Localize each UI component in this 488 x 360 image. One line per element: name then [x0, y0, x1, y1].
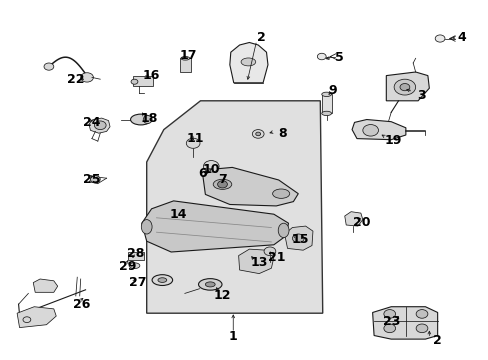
Circle shape	[44, 63, 54, 70]
Text: 23: 23	[382, 315, 399, 328]
Text: 25: 25	[83, 173, 101, 186]
Text: 24: 24	[83, 116, 101, 129]
Polygon shape	[372, 307, 437, 339]
Polygon shape	[142, 201, 288, 252]
Circle shape	[292, 234, 304, 243]
Ellipse shape	[272, 189, 289, 198]
Text: 3: 3	[416, 89, 425, 102]
Circle shape	[252, 130, 264, 138]
Ellipse shape	[205, 282, 215, 287]
Circle shape	[81, 73, 93, 82]
Text: 1: 1	[228, 330, 237, 343]
Circle shape	[264, 247, 275, 256]
Circle shape	[434, 35, 444, 42]
Text: 6: 6	[198, 167, 207, 180]
Text: 28: 28	[127, 247, 144, 260]
Circle shape	[415, 324, 427, 333]
Text: 18: 18	[140, 112, 158, 125]
Circle shape	[362, 125, 378, 136]
Ellipse shape	[321, 111, 331, 116]
Text: 9: 9	[327, 84, 336, 96]
Circle shape	[383, 310, 395, 318]
Polygon shape	[203, 167, 298, 206]
Text: 7: 7	[218, 173, 226, 186]
Bar	[180, 58, 190, 72]
Polygon shape	[229, 42, 267, 83]
Polygon shape	[351, 120, 405, 140]
Polygon shape	[33, 279, 58, 292]
Bar	[128, 252, 143, 260]
Text: 20: 20	[352, 216, 370, 229]
Circle shape	[317, 53, 325, 60]
Text: 10: 10	[202, 163, 220, 176]
Text: 5: 5	[335, 51, 344, 64]
Bar	[321, 94, 331, 113]
Polygon shape	[344, 212, 362, 226]
Polygon shape	[17, 307, 56, 328]
Text: 26: 26	[73, 298, 91, 311]
Polygon shape	[284, 226, 312, 250]
Text: 19: 19	[384, 134, 402, 147]
Polygon shape	[89, 118, 110, 133]
Text: 16: 16	[142, 69, 160, 82]
Text: 17: 17	[179, 49, 197, 62]
Polygon shape	[146, 101, 322, 313]
Ellipse shape	[158, 278, 166, 282]
Circle shape	[255, 132, 260, 136]
Circle shape	[399, 84, 409, 91]
Ellipse shape	[130, 114, 151, 125]
Polygon shape	[238, 249, 273, 274]
Polygon shape	[386, 72, 428, 101]
Circle shape	[90, 176, 100, 183]
Text: 21: 21	[267, 251, 285, 264]
Circle shape	[383, 324, 395, 333]
Circle shape	[94, 121, 106, 130]
Ellipse shape	[143, 116, 152, 123]
Text: 15: 15	[291, 233, 309, 246]
Circle shape	[393, 79, 415, 95]
Text: 12: 12	[213, 289, 231, 302]
Text: 22: 22	[67, 73, 84, 86]
Text: 29: 29	[119, 260, 137, 273]
Ellipse shape	[278, 223, 288, 238]
Ellipse shape	[198, 279, 222, 290]
Text: 2: 2	[257, 31, 265, 44]
Bar	[133, 76, 152, 86]
Text: 4: 4	[457, 31, 466, 44]
Text: 11: 11	[186, 132, 204, 145]
Circle shape	[186, 138, 200, 148]
Text: 27: 27	[129, 276, 146, 289]
Ellipse shape	[321, 92, 331, 96]
Text: 14: 14	[169, 208, 187, 221]
Circle shape	[217, 181, 227, 188]
Circle shape	[131, 79, 138, 84]
Ellipse shape	[213, 179, 231, 189]
Ellipse shape	[129, 263, 140, 269]
Text: 2: 2	[432, 334, 441, 347]
Ellipse shape	[181, 57, 189, 60]
Text: 8: 8	[278, 127, 286, 140]
Circle shape	[203, 161, 219, 172]
Circle shape	[415, 310, 427, 318]
Ellipse shape	[141, 220, 152, 234]
Text: 13: 13	[250, 256, 267, 269]
Ellipse shape	[241, 58, 255, 66]
Ellipse shape	[152, 275, 172, 285]
